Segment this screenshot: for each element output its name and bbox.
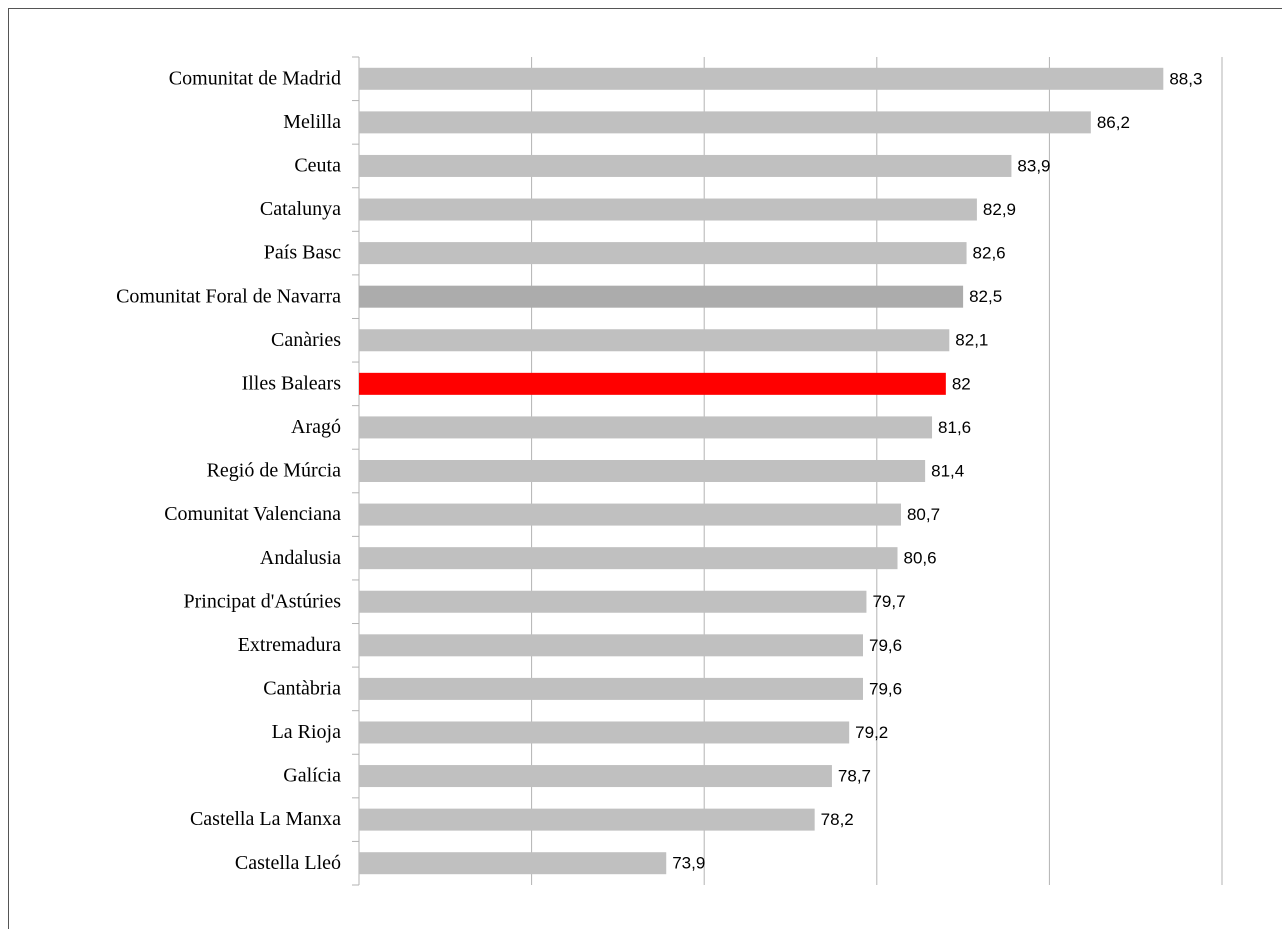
value-label: 79,6 bbox=[869, 679, 902, 698]
category-label: Comunitat Foral de Navarra bbox=[116, 285, 341, 307]
bar bbox=[359, 721, 850, 744]
bar bbox=[359, 329, 950, 352]
category-label: Comunitat Valenciana bbox=[164, 503, 341, 525]
bar bbox=[359, 503, 901, 526]
category-label: Cantàbria bbox=[263, 677, 341, 699]
value-label: 83,9 bbox=[1017, 156, 1050, 175]
bar bbox=[359, 154, 1012, 177]
value-label: 82,5 bbox=[969, 287, 1002, 306]
value-label: 82,1 bbox=[955, 331, 988, 350]
value-label: 82,6 bbox=[973, 244, 1006, 263]
category-label: Aragó bbox=[291, 416, 341, 438]
category-label: Regió de Múrcia bbox=[207, 460, 342, 482]
bar bbox=[359, 852, 667, 875]
bar bbox=[359, 198, 977, 221]
category-label: Melilla bbox=[283, 111, 341, 133]
chart-frame bbox=[8, 8, 1282, 929]
value-label: 78,2 bbox=[821, 810, 854, 829]
value-label: 88,3 bbox=[1169, 69, 1202, 88]
value-label: 81,4 bbox=[931, 461, 964, 480]
bar bbox=[359, 634, 863, 657]
value-label: 79,7 bbox=[872, 592, 905, 611]
category-label: Ceuta bbox=[294, 155, 341, 177]
category-label: Galícia bbox=[283, 765, 341, 787]
category-label: Principat d'Astúries bbox=[184, 590, 342, 612]
category-label: Canàries bbox=[271, 329, 341, 351]
bar bbox=[359, 677, 863, 700]
bar bbox=[359, 67, 1164, 90]
category-label: La Rioja bbox=[272, 721, 342, 743]
category-label: Andalusia bbox=[260, 547, 341, 569]
bar bbox=[359, 547, 898, 570]
value-label: 86,2 bbox=[1097, 113, 1130, 132]
value-label: 78,7 bbox=[838, 767, 871, 786]
value-label: 80,6 bbox=[904, 549, 937, 568]
bar bbox=[359, 111, 1091, 134]
category-label: Comunitat de Madrid bbox=[169, 67, 341, 89]
value-label: 82,9 bbox=[983, 200, 1016, 219]
bar bbox=[359, 765, 832, 788]
value-label: 81,6 bbox=[938, 418, 971, 437]
category-label: Castella La Manxa bbox=[190, 808, 341, 830]
bar bbox=[359, 285, 964, 308]
value-label: 79,6 bbox=[869, 636, 902, 655]
value-label: 79,2 bbox=[855, 723, 888, 742]
value-label: 73,9 bbox=[672, 854, 705, 873]
category-label: Illes Balears bbox=[242, 372, 342, 394]
bar bbox=[359, 242, 967, 265]
bar bbox=[359, 590, 867, 613]
category-label: País Basc bbox=[264, 242, 341, 264]
bar bbox=[359, 460, 926, 482]
category-label: Castella Lleó bbox=[235, 852, 341, 874]
bar bbox=[359, 808, 815, 831]
category-label: Catalunya bbox=[260, 198, 341, 220]
category-label: Extremadura bbox=[238, 634, 341, 656]
value-label: 80,7 bbox=[907, 505, 940, 524]
value-label: 82 bbox=[952, 374, 971, 393]
bar bbox=[359, 416, 933, 439]
bar bbox=[359, 372, 946, 395]
